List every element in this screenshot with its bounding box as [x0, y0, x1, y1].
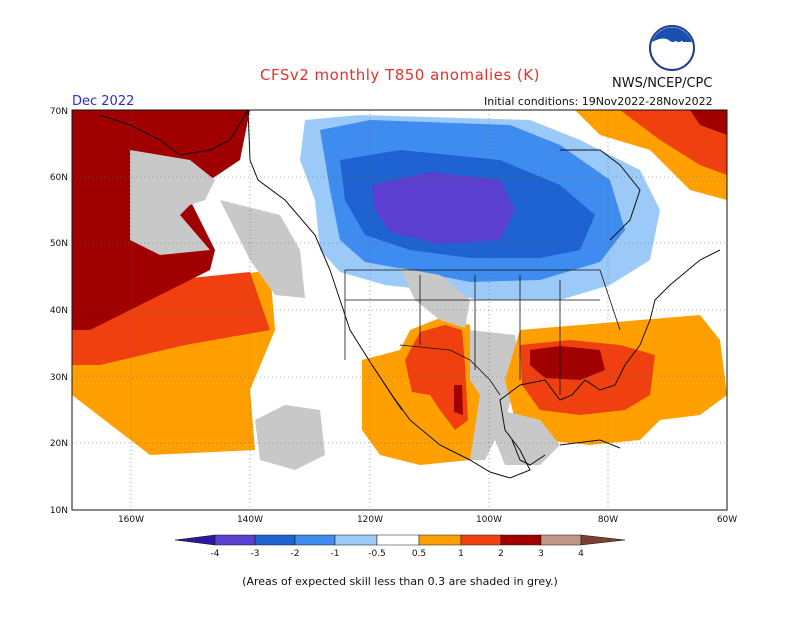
- colorbar-swatch: [254, 534, 296, 546]
- noaa-logo: NOAA: [649, 25, 695, 71]
- lat-label: 40N: [50, 306, 68, 316]
- graticule: [72, 110, 727, 510]
- lat-label: 20N: [50, 439, 68, 449]
- valid-month: Dec 2022: [72, 94, 135, 109]
- colorbar-arrow-low: [174, 534, 216, 546]
- colorbar-swatch: [334, 534, 378, 546]
- map-title: CFSv2 monthly T850 anomalies (K): [260, 66, 540, 84]
- anomaly-region-darkred-sw: [454, 385, 463, 415]
- lon-label: 140W: [237, 515, 263, 525]
- anomaly-region-grey-pacific: [130, 150, 215, 255]
- colorbar-swatch: [214, 534, 256, 546]
- lon-label: 80W: [598, 515, 618, 525]
- colorbar-label: 0.5: [412, 549, 426, 559]
- colorbar-label: 2: [498, 549, 504, 559]
- anomaly-region-darkred-se: [530, 346, 605, 380]
- colorbar-swatch: [294, 534, 336, 546]
- colorbar-labels: -4 -3 -2 -1 -0.5 0.5 1 2 3 4: [211, 549, 585, 559]
- lon-label: 100W: [476, 515, 502, 525]
- lat-label: 10N: [50, 506, 68, 516]
- anomaly-region-grey-ne-pacific: [220, 200, 305, 298]
- colorbar-label: -3: [251, 549, 260, 559]
- longitude-labels: 160W 140W 120W 100W 80W 60W: [118, 515, 737, 525]
- anomaly-region-darkred-ne: [690, 110, 727, 135]
- colorbar-label: 1: [458, 549, 464, 559]
- lon-label: 60W: [717, 515, 737, 525]
- lat-label: 70N: [50, 107, 68, 117]
- colorbar-label: 3: [538, 549, 544, 559]
- borders: [344, 269, 621, 396]
- colorbar-swatch: [418, 534, 462, 546]
- anomaly-region-grey-sub-pacific: [255, 405, 325, 470]
- anomaly-region-grey-central: [470, 330, 520, 460]
- colorbar-label: -0.5: [368, 549, 386, 559]
- colorbar-arrow-high: [580, 534, 626, 546]
- colorbar-swatch: [500, 534, 542, 546]
- colorbar-swatch: [540, 534, 582, 546]
- logo-text: NOAA: [659, 40, 685, 49]
- colorbar: [174, 534, 626, 546]
- footnote: (Areas of expected skill less than 0.3 a…: [242, 575, 558, 588]
- lat-label: 50N: [50, 239, 68, 249]
- anomaly-region-grey-plains: [400, 268, 470, 328]
- initial-conditions: Initial conditions: 19Nov2022-28Nov2022: [484, 95, 713, 108]
- colorbar-label: -1: [331, 549, 340, 559]
- lon-label: 120W: [357, 515, 383, 525]
- agency-label: NWS/NCEP/CPC: [612, 76, 713, 91]
- colorbar-label: -2: [291, 549, 300, 559]
- lat-label: 60N: [50, 173, 68, 183]
- anomaly-region-purple: [372, 172, 515, 244]
- latitude-labels: 70N 60N 50N 40N 30N 20N 10N: [50, 107, 68, 516]
- colorbar-swatch: [460, 534, 502, 546]
- map-frame: [71, 109, 728, 511]
- anomaly-region-grey-gulf: [495, 410, 560, 465]
- lat-label: 30N: [50, 373, 68, 383]
- colorbar-label: 4: [578, 549, 584, 559]
- anomaly-region-red-ne: [620, 110, 727, 175]
- colorbar-swatch: [376, 534, 420, 546]
- colorbar-label: -4: [211, 549, 220, 559]
- coastlines: [99, 110, 721, 479]
- lon-label: 160W: [118, 515, 144, 525]
